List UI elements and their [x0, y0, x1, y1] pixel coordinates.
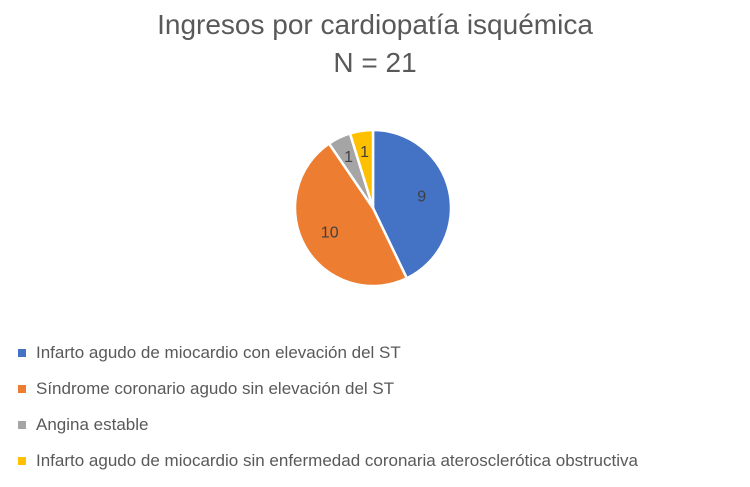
- legend-swatch-minoca: [18, 457, 26, 465]
- pie-slice-stemi: [371, 128, 453, 280]
- legend-item-stemi: Infarto agudo de miocardio con elevación…: [18, 335, 748, 371]
- legend-swatch-stemi: [18, 349, 26, 357]
- legend-swatch-nstacs: [18, 385, 26, 393]
- data-label-stable-angina: 1: [344, 149, 353, 166]
- legend-label-stable-angina: Angina estable: [36, 415, 149, 434]
- pie-slice-nstacs: [293, 142, 409, 288]
- legend-label-minoca: Infarto agudo de miocardio sin enfermeda…: [36, 451, 638, 470]
- data-label-minoca: 1: [360, 144, 369, 161]
- chart-legend: Infarto agudo de miocardio con elevación…: [18, 335, 748, 479]
- chart-subtitle: N = 21: [333, 47, 417, 78]
- legend-label-nstacs: Síndrome coronario agudo sin elevación d…: [36, 379, 395, 398]
- chart-title: Ingresos por cardiopatía isquémica: [157, 9, 593, 40]
- legend-label-stemi: Infarto agudo de miocardio con elevación…: [36, 343, 401, 362]
- pie-slice-minoca: [348, 128, 375, 210]
- data-label-stemi: 9: [417, 188, 426, 205]
- legend-item-nstacs: Síndrome coronario agudo sin elevación d…: [18, 371, 748, 407]
- legend-swatch-stable-angina: [18, 421, 26, 429]
- legend-item-minoca: Infarto agudo de miocardio sin enfermeda…: [18, 443, 748, 479]
- legend-item-stable-angina: Angina estable: [18, 407, 748, 443]
- data-label-nstacs: 10: [321, 225, 339, 242]
